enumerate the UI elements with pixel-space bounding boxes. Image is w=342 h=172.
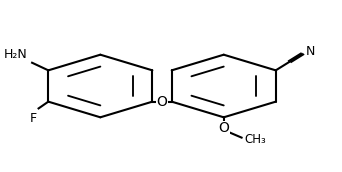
Text: O: O [157,95,168,109]
Text: H₂N: H₂N [3,48,27,61]
Text: O: O [218,121,229,135]
Text: CH₃: CH₃ [245,133,266,146]
Text: N: N [306,45,315,58]
Text: F: F [30,112,37,125]
